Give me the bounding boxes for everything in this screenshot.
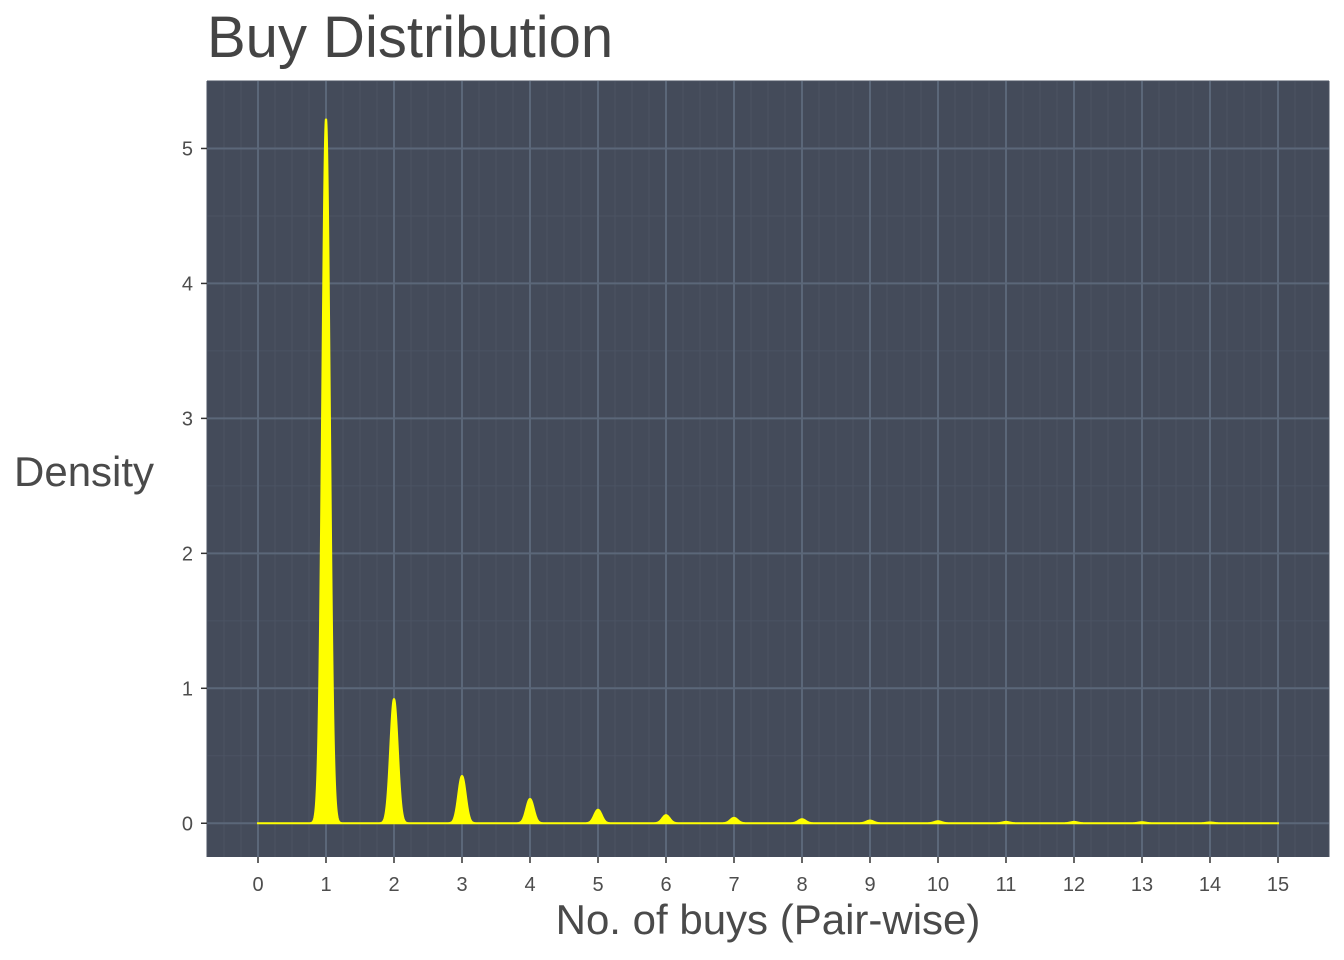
chart-title: Buy Distribution <box>207 5 614 70</box>
x-tick-label: 12 <box>1063 874 1085 896</box>
y-tick-label: 3 <box>182 408 193 430</box>
y-tick-label: 0 <box>182 813 193 835</box>
y-tick-label: 2 <box>182 543 193 565</box>
x-tick-label: 3 <box>456 874 467 896</box>
x-tick-label: 8 <box>796 874 807 896</box>
x-tick-label: 1 <box>320 874 331 896</box>
x-tick-label: 13 <box>1131 874 1153 896</box>
x-tick-label: 15 <box>1267 874 1289 896</box>
x-axis-label: No. of buys (Pair-wise) <box>555 896 981 943</box>
y-tick-label: 1 <box>182 678 193 700</box>
x-axis: 0 1 2 3 4 5 6 7 8 9 10 11 12 13 14 15 <box>252 857 1289 896</box>
x-tick-label: 9 <box>864 874 875 896</box>
density-area <box>257 118 1279 825</box>
density-series <box>257 118 1279 825</box>
x-tick-label: 14 <box>1199 874 1221 896</box>
x-tick-label: 0 <box>252 874 263 896</box>
minor-grid <box>206 80 1330 857</box>
x-tick-label: 6 <box>660 874 671 896</box>
x-tick-label: 4 <box>524 874 535 896</box>
x-tick-label: 7 <box>728 874 739 896</box>
y-axis: 0 1 2 3 4 5 <box>182 138 207 835</box>
x-tick-label: 11 <box>996 874 1017 896</box>
x-tick-label: 2 <box>388 874 399 896</box>
x-tick-label: 10 <box>927 874 949 896</box>
y-axis-label: Density <box>14 448 155 495</box>
x-tick-label: 5 <box>592 874 603 896</box>
y-tick-label: 5 <box>182 138 193 160</box>
y-tick-label: 4 <box>182 273 193 295</box>
